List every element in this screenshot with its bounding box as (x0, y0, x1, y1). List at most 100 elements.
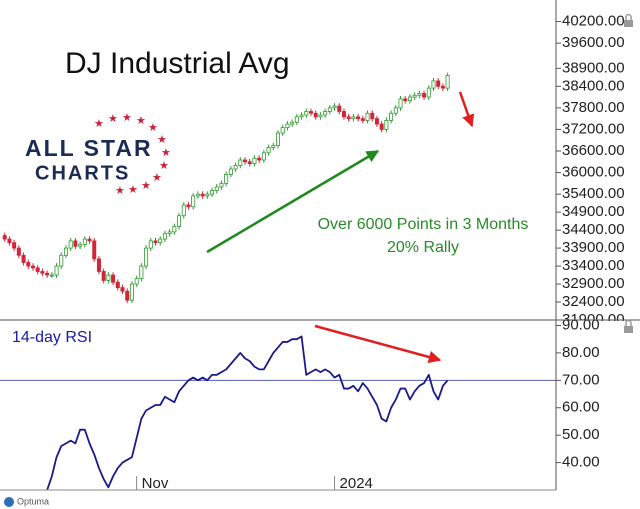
candle-body (144, 247, 149, 267)
candle-body (290, 121, 295, 125)
y-tick-label: 80.00 (562, 344, 600, 361)
y-tick-label: 39600.00 (562, 34, 625, 51)
candle-body (318, 114, 323, 118)
candle-body (337, 105, 342, 112)
candle-body (271, 145, 276, 148)
candle-body (247, 161, 252, 164)
y-tick-label: 33400.00 (562, 257, 625, 274)
candle-body (266, 147, 271, 154)
candle-body (12, 242, 17, 249)
candle-body (238, 159, 243, 166)
trend-arrow (458, 91, 475, 128)
candle-body (389, 112, 394, 121)
y-tick-label: 50.00 (562, 426, 600, 443)
candle-body (403, 98, 408, 102)
candle-body (228, 168, 233, 175)
y-tick-label: 60.00 (562, 399, 600, 416)
candle-body (181, 204, 186, 217)
candle-body (153, 240, 158, 244)
candle-body (384, 120, 389, 130)
candle-body (304, 111, 309, 116)
candle-body (407, 96, 412, 102)
candle-body (346, 116, 351, 120)
candle-body (436, 80, 441, 87)
candle-body (200, 193, 205, 197)
y-tick-label: 40.00 (562, 454, 600, 471)
candle-body (73, 240, 78, 247)
candle-body (308, 111, 313, 114)
candle-body (129, 283, 134, 301)
chart-title: DJ Industrial Avg (65, 47, 290, 80)
candle-body (82, 238, 87, 245)
candle-body (139, 265, 144, 280)
svg-text:★: ★ (94, 118, 104, 130)
candle-body (313, 112, 318, 118)
candle-body (341, 111, 346, 118)
candle-body (7, 238, 12, 244)
candle-body (21, 254, 26, 263)
candle-body (393, 107, 398, 114)
candle-body (379, 123, 384, 130)
candle-body (59, 254, 64, 267)
candle-body (87, 238, 92, 242)
footer: Optuma (17, 496, 49, 506)
candle-body (280, 127, 285, 134)
y-tick-label: 90.00 (562, 316, 600, 333)
y-tick-label: 36000.00 (562, 164, 625, 181)
candle-body (40, 271, 45, 274)
candle-body (30, 265, 35, 269)
candle-body (167, 231, 172, 235)
candle-body (327, 107, 332, 112)
y-tick-label: 33900.00 (562, 239, 625, 256)
logo-stars: ★ ★ ★ ★ ★★★★ ★★★★ (94, 112, 171, 197)
candle-body (422, 93, 427, 98)
candle-body (16, 247, 21, 256)
candle-body (101, 271, 106, 281)
candle-body (332, 105, 337, 109)
candle-body (177, 215, 182, 227)
svg-text:★: ★ (152, 172, 162, 184)
candle-body (186, 204, 191, 208)
candle-body (285, 123, 290, 129)
candle-body (106, 274, 111, 281)
svg-text:★: ★ (161, 147, 171, 159)
candle-body (252, 157, 257, 164)
y-tick-label: 70.00 (562, 371, 600, 388)
y-tick-label: 32400.00 (562, 293, 625, 310)
trend-arrow (206, 149, 380, 254)
candle-body (26, 262, 31, 267)
candle-body (398, 98, 403, 109)
rsi-panel (0, 321, 640, 509)
candle-body (96, 258, 101, 272)
candle-body (412, 94, 417, 98)
candle-body (374, 118, 379, 125)
candle-body (417, 93, 422, 96)
svg-text:★: ★ (128, 184, 138, 196)
y-tick-label: 34900.00 (562, 203, 625, 220)
logo-line: ALL STAR (25, 135, 153, 161)
x-tick-label: 2024 (340, 475, 373, 492)
candle-body (195, 193, 200, 197)
y-tick-label: 32900.00 (562, 275, 625, 292)
candle-body (351, 116, 356, 120)
panel-title: 14-day RSI (12, 329, 92, 346)
x-tick-label: Nov (142, 475, 169, 492)
footer-icon (4, 497, 14, 507)
y-tick-label: 40200.00 (562, 13, 625, 30)
candle-body (111, 274, 116, 283)
candle-body (294, 116, 299, 123)
candle-body (172, 226, 177, 233)
candle-body (120, 287, 125, 292)
rsi-line (46, 335, 449, 490)
candle-body (63, 247, 68, 256)
annotation: 20% Rally (387, 239, 459, 256)
svg-text:★: ★ (122, 112, 132, 124)
candle-body (68, 240, 73, 249)
svg-text:★: ★ (148, 122, 158, 134)
candle-body (214, 186, 219, 191)
candle-body (2, 235, 7, 240)
y-tick-label: 38400.00 (562, 77, 625, 94)
candle-body (275, 132, 280, 147)
candle-body (243, 159, 248, 163)
